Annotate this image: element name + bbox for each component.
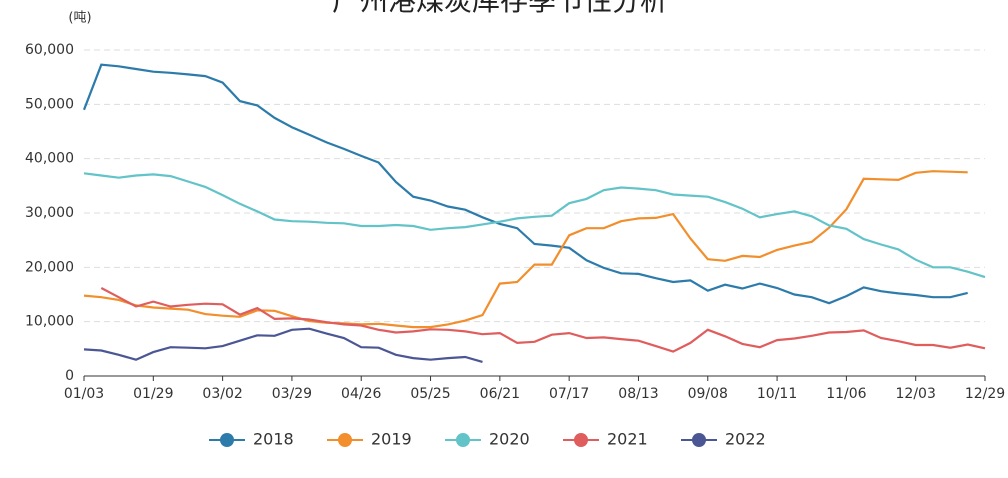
y-tick-label: 50,000 xyxy=(25,96,74,112)
x-tick-label: 07/17 xyxy=(549,386,589,402)
x-tick-label: 01/03 xyxy=(64,386,104,402)
x-tick-label: 06/21 xyxy=(480,386,520,402)
legend-symbol xyxy=(574,433,588,447)
series-line xyxy=(83,172,986,279)
legend-symbol xyxy=(220,433,234,447)
legend-symbol xyxy=(692,433,706,447)
x-tick-label: 01/29 xyxy=(133,386,173,402)
y-tick-label: 30,000 xyxy=(25,205,74,221)
series-line xyxy=(83,170,968,329)
y-tick-label: 10,000 xyxy=(25,314,74,330)
chart-title: 广州港煤炭库存季节性分析 xyxy=(332,0,668,17)
y-tick-label: 0 xyxy=(65,368,74,384)
x-tick-label: 11/06 xyxy=(826,386,866,402)
y-tick-label: 60,000 xyxy=(25,42,74,58)
x-tick-label: 03/02 xyxy=(202,386,242,402)
legend-label: 2020 xyxy=(489,430,530,449)
legend-label: 2022 xyxy=(725,430,766,449)
legend-label: 2021 xyxy=(607,430,648,449)
x-tick-label: 05/25 xyxy=(410,386,450,402)
x-tick-label: 12/29 xyxy=(965,386,1005,402)
legend-symbol xyxy=(456,433,470,447)
legend-symbol xyxy=(338,433,352,447)
legend-label: 2019 xyxy=(371,430,412,449)
legend-label: 2018 xyxy=(253,430,294,449)
x-tick-label: 03/29 xyxy=(272,386,312,402)
x-tick-label: 09/08 xyxy=(688,386,728,402)
y-axis-label: (吨) xyxy=(68,11,91,26)
x-tick-label: 10/11 xyxy=(757,386,797,402)
series-line xyxy=(82,63,968,305)
x-tick-label: 12/03 xyxy=(896,386,936,402)
series-line xyxy=(83,327,483,363)
x-tick-label: 04/26 xyxy=(341,386,381,402)
y-tick-label: 20,000 xyxy=(25,259,74,275)
x-tick-label: 08/13 xyxy=(618,386,658,402)
y-tick-label: 40,000 xyxy=(25,151,74,167)
series-line xyxy=(100,287,986,353)
